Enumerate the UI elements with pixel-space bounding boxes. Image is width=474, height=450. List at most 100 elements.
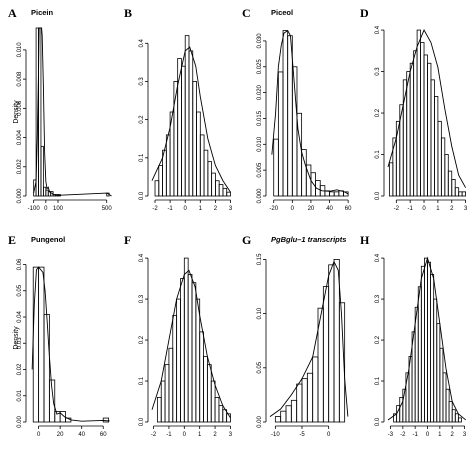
y-tick-label: 0.10 [257, 307, 263, 319]
histogram-bar [183, 257, 189, 423]
x-tick-label: 40 [78, 432, 85, 438]
x-tick-label: 2 [214, 206, 218, 212]
histogram-bar [447, 170, 453, 197]
x-tick-label: 0 [183, 432, 187, 438]
x-tick-label: -3 [388, 432, 394, 438]
histogram-bar [50, 191, 54, 197]
histogram-bar [165, 134, 171, 197]
histogram-bar [451, 179, 456, 197]
histogram-bar [328, 264, 335, 423]
y-tick-label: 0.002 [17, 159, 23, 175]
density-curve [33, 27, 112, 197]
histogram-bar [102, 417, 110, 423]
y-tick-label: 0.2 [139, 115, 145, 124]
histogram-bar [282, 30, 289, 197]
histogram-bar [322, 286, 330, 423]
x-tick-label: -1 [408, 206, 414, 212]
histogram-bar [430, 274, 435, 423]
x-tick-label: 3 [229, 206, 233, 212]
histogram-bar [172, 315, 178, 423]
y-tick-label: 0.02 [17, 363, 23, 375]
x-tick-label: -5 [299, 432, 305, 438]
histogram-bar [444, 154, 449, 197]
histogram-bar [211, 172, 216, 197]
x-tick-label: 2 [451, 432, 455, 438]
histogram-bar [199, 331, 204, 423]
y-tick-label: 0.0 [375, 417, 381, 426]
y-tick-label: 0.0 [139, 191, 145, 200]
panel-title: PgBglu–1 transcripts [271, 235, 346, 244]
panel-letter: F [124, 233, 131, 247]
density-curve [151, 269, 231, 419]
panel-letter: B [124, 6, 132, 20]
histogram-bar [277, 71, 284, 197]
histogram-bar [290, 399, 298, 423]
x-tick-label: 1 [199, 206, 203, 212]
histogram-bar [430, 79, 435, 197]
y-tick-label: 0.00 [257, 416, 263, 428]
histogram-bar [417, 286, 422, 423]
y-tick-label: 0.0 [139, 417, 145, 426]
x-tick-label: 0 [37, 432, 41, 438]
histogram-bar [461, 191, 467, 197]
y-tick-label: 0.1 [139, 153, 145, 162]
x-tick-label: -1 [412, 432, 418, 438]
histogram-bar [195, 298, 201, 423]
histogram-bar [306, 372, 314, 423]
y-tick-label: 0.05 [17, 284, 23, 296]
panel-title: Pungenol [31, 235, 65, 244]
x-tick-label: 1 [436, 206, 440, 212]
histogram-bar [454, 187, 460, 197]
histogram-bar [451, 409, 456, 423]
histogram-bar [184, 35, 190, 197]
y-tick-label: 0.01 [17, 389, 23, 401]
histogram-bar [48, 379, 56, 423]
x-tick-label: 60 [345, 206, 352, 212]
y-tick-label: 0.015 [257, 110, 263, 126]
y-tick-label: 0.15 [257, 253, 263, 265]
panel-letter: G [242, 233, 251, 247]
histogram-bar [285, 405, 292, 423]
histogram-bar [445, 388, 450, 423]
histogram-bar [274, 416, 282, 423]
x-tick-label: 0 [44, 206, 48, 212]
histogram-bar [420, 42, 425, 197]
histogram-bar [164, 364, 170, 423]
y-axis-label: Density [13, 100, 20, 124]
histogram-bar [423, 54, 428, 197]
x-tick-label: 3 [463, 432, 467, 438]
x-tick-label: 1 [198, 432, 202, 438]
y-tick-label: 0.030 [257, 33, 263, 49]
panel-e: E Pungenol Density 0 20 40 60 0.00 0.01 0.02 0.03 0… [8, 233, 110, 438]
histogram-bar [158, 165, 163, 197]
histogram-bar [222, 187, 228, 197]
histogram-bar [176, 298, 181, 423]
x-tick-label: 500 [102, 206, 113, 212]
x-tick-label: -1 [166, 432, 172, 438]
histogram-bar [287, 35, 293, 197]
panel-g: G PgBglu–1 transcripts -10 -5 0 0.00 0.05 0.10 0… [242, 233, 349, 438]
x-tick-label: 3 [464, 206, 468, 212]
histogram-bar [440, 137, 446, 197]
histogram-bar [420, 265, 425, 423]
histogram-bar [427, 261, 431, 423]
histogram-bar [214, 397, 220, 423]
y-tick-label: 0.4 [139, 38, 145, 47]
histogram-bar [333, 191, 340, 197]
panel-a: A Picein Density -100 0 100 500 0.000 0.002 0.004… [8, 6, 112, 212]
y-tick-label: 0.4 [139, 253, 145, 262]
density-curve [387, 29, 467, 188]
histogram-bar [180, 278, 185, 423]
density-curve [151, 46, 231, 193]
y-tick-label: 0.04 [17, 311, 23, 323]
histogram-bar [156, 397, 162, 423]
histogram-bar [203, 356, 208, 423]
y-tick-label: 0.1 [375, 376, 381, 385]
x-tick-label: -20 [269, 206, 278, 212]
x-tick-label: 2 [450, 206, 454, 212]
y-tick-label: 0.000 [17, 188, 23, 204]
histogram-bar [457, 417, 462, 423]
histogram-bar [218, 405, 224, 423]
histogram-bar [168, 347, 174, 423]
histogram-bar [409, 62, 415, 197]
